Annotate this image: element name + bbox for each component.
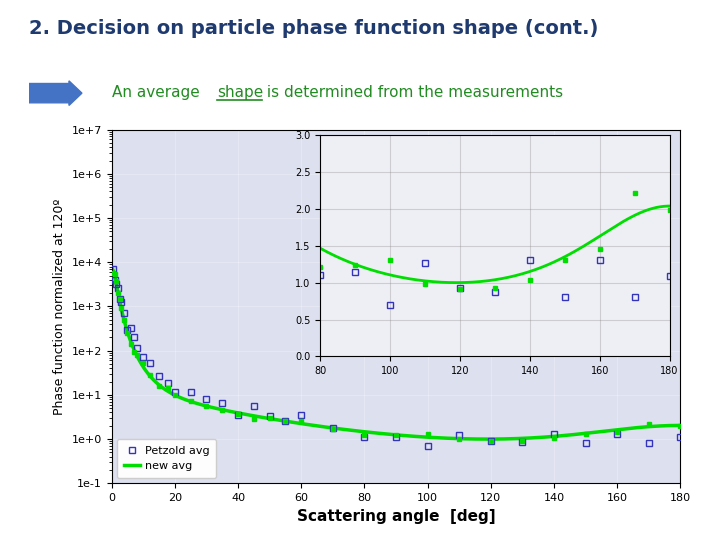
Petzold avg xyxy=(132,345,141,351)
Petzold avg xyxy=(126,325,135,331)
new avg xyxy=(438,435,446,441)
new avg xyxy=(598,428,606,435)
Petzold avg xyxy=(297,411,305,418)
Petzold avg xyxy=(123,326,132,333)
Petzold avg xyxy=(164,380,173,387)
FancyArrow shape xyxy=(29,81,82,105)
Petzold avg xyxy=(250,403,258,409)
Petzold avg xyxy=(115,295,124,302)
Petzold avg xyxy=(139,354,148,360)
Legend: Petzold avg, new avg: Petzold avg, new avg xyxy=(117,439,216,478)
Petzold avg xyxy=(360,434,369,441)
new avg xyxy=(453,435,462,442)
Text: shape: shape xyxy=(217,85,264,100)
Petzold avg xyxy=(581,440,590,447)
Petzold avg xyxy=(644,440,653,447)
Petzold avg xyxy=(423,443,432,449)
Petzold avg xyxy=(281,417,289,424)
Petzold avg xyxy=(518,438,527,445)
Petzold avg xyxy=(455,431,464,438)
Petzold avg xyxy=(130,334,138,340)
new avg xyxy=(483,436,492,442)
Petzold avg xyxy=(145,360,154,367)
Petzold avg xyxy=(549,431,558,437)
Petzold avg xyxy=(171,388,179,395)
X-axis label: Scattering angle  [deg]: Scattering angle [deg] xyxy=(297,509,495,524)
Line: new avg: new avg xyxy=(112,269,680,439)
Petzold avg xyxy=(117,299,125,305)
Petzold avg xyxy=(202,396,211,402)
Petzold avg xyxy=(234,411,243,418)
Petzold avg xyxy=(265,413,274,419)
Petzold avg xyxy=(112,280,121,287)
new avg xyxy=(143,369,152,376)
Petzold avg xyxy=(186,388,195,395)
Line: Petzold avg: Petzold avg xyxy=(110,266,683,449)
Petzold avg xyxy=(613,431,621,437)
Text: An average: An average xyxy=(112,85,204,100)
Petzold avg xyxy=(114,285,122,291)
Petzold avg xyxy=(392,433,400,440)
Text: 2. Decision on particle phase function shape (cont.): 2. Decision on particle phase function s… xyxy=(29,19,598,38)
Petzold avg xyxy=(676,434,685,441)
Petzold avg xyxy=(218,400,227,407)
Petzold avg xyxy=(110,277,119,284)
Petzold avg xyxy=(487,437,495,444)
Petzold avg xyxy=(155,373,163,379)
Text: is determined from the measurements: is determined from the measurements xyxy=(262,85,563,100)
Petzold avg xyxy=(109,265,117,272)
new avg xyxy=(108,266,117,272)
Y-axis label: Phase function normalized at 120º: Phase function normalized at 120º xyxy=(53,198,66,415)
new avg xyxy=(539,434,548,441)
new avg xyxy=(470,436,479,442)
Petzold avg xyxy=(120,310,129,316)
Petzold avg xyxy=(328,424,337,431)
new avg xyxy=(676,422,685,429)
